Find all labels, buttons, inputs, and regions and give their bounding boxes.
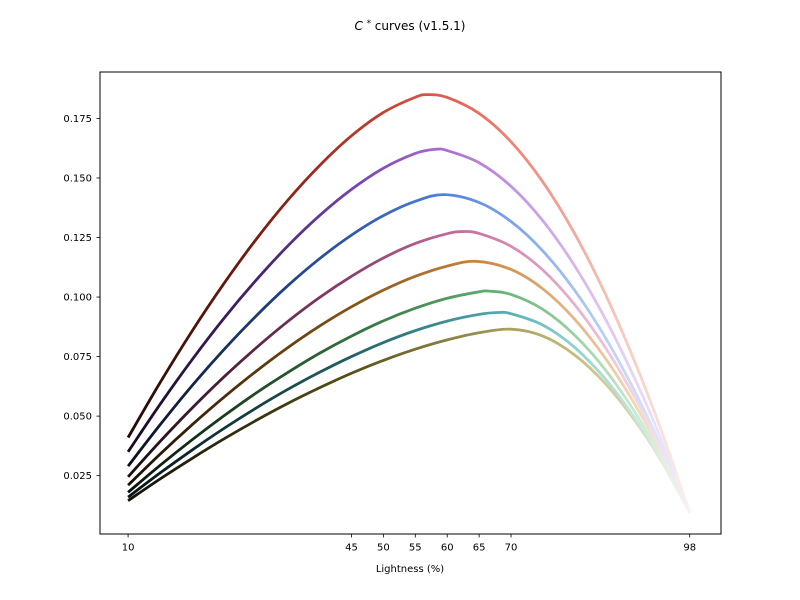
y-tick-label: 0.175 xyxy=(63,114,92,125)
x-tick-label: 60 xyxy=(441,543,454,554)
x-tick-label: 50 xyxy=(377,543,390,554)
y-tick-label: 0.100 xyxy=(63,293,92,304)
title-math-c: C xyxy=(355,19,364,33)
curve-olive xyxy=(127,327,691,514)
x-tick-label: 10 xyxy=(122,543,135,554)
chart-title: C * curves (v1.5.1) xyxy=(355,15,466,33)
x-tick-label: 65 xyxy=(473,543,486,554)
y-tick-label: 0.075 xyxy=(63,352,92,363)
ticks-layer: 10 45 50 55 60 65 70 98 0.025 0.050 0.075 0.100 0.12… xyxy=(63,114,696,554)
x-tick-label: 98 xyxy=(683,543,696,554)
y-tick-label: 0.025 xyxy=(63,471,92,482)
x-tick-label: 45 xyxy=(345,543,358,554)
y-tick-label: 0.050 xyxy=(63,412,92,423)
curve-blue xyxy=(126,193,692,514)
title-rest: curves (v1.5.1) xyxy=(375,19,466,33)
y-tick-label: 0.125 xyxy=(63,233,92,244)
curve-red xyxy=(126,93,692,514)
curve-orange xyxy=(127,259,691,514)
curve-rose xyxy=(127,230,692,514)
x-tick-label: 55 xyxy=(409,543,422,554)
x-axis-label: Lightness (%) xyxy=(376,564,444,575)
y-tick-label: 0.150 xyxy=(63,173,92,184)
plot-frame xyxy=(99,71,722,535)
curve-teal xyxy=(127,310,691,514)
curves-layer xyxy=(126,93,692,514)
title-superscript-star: * xyxy=(367,19,371,29)
curve-green xyxy=(127,289,691,514)
curve-purple xyxy=(126,147,692,514)
x-tick-label: 70 xyxy=(505,543,518,554)
